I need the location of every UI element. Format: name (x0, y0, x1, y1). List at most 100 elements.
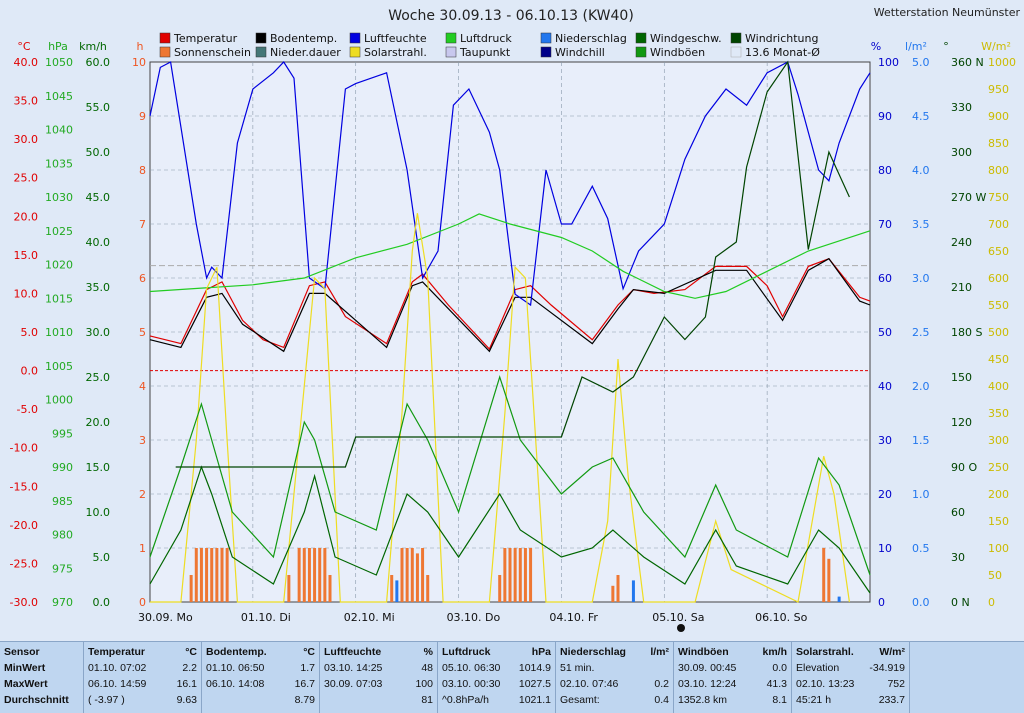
stats-value: 41.3 (766, 678, 787, 690)
axis-unit-label: h (137, 40, 144, 53)
axis-tick-label: 3.5 (912, 218, 930, 231)
stats-when: 01.10. 07:02 (88, 662, 147, 674)
axis-tick-label: 985 (52, 495, 73, 508)
sunshine-bar (616, 575, 620, 602)
precipitation-bar (837, 596, 841, 602)
axis-tick-label: 200 (988, 488, 1009, 501)
legend-swatch (445, 32, 457, 44)
axis-tick-label: 20.0 (86, 416, 111, 429)
day-label: 03.10. Do (447, 611, 501, 624)
stats-value: 0.4 (654, 694, 669, 706)
axis-tick-label: 300 (988, 434, 1009, 447)
sunshine-bar (822, 548, 826, 602)
stats-row: 06.10. 14:59 16.1 (88, 676, 197, 692)
axis-unit-label: W/m² (981, 40, 1011, 53)
stats-column-header: Temperatur °C (88, 644, 197, 660)
axis-tick-label: 10.0 (86, 506, 111, 519)
axis-tick-label: 650 (988, 245, 1009, 258)
axis-tick-label: 5 (139, 326, 146, 339)
stats-when: 02.10. 07:46 (560, 678, 619, 690)
axis-tick-label: 0.0 (912, 596, 930, 609)
legend-label: Windgeschw. (650, 32, 722, 45)
stats-unit: °C (185, 646, 197, 658)
stats-sensor-name: Temperatur (88, 646, 145, 658)
axis-tick-label: 1000 (45, 394, 73, 407)
legend-swatch (349, 46, 361, 58)
axis-tick-label: 25.0 (14, 172, 39, 185)
stats-when: 03.10. 14:25 (324, 662, 383, 674)
axis-tick-label: 150 (951, 371, 972, 384)
axis-tick-label: 350 (988, 407, 1009, 420)
legend-label: Windrichtung (745, 32, 818, 45)
axes: 40.035.030.025.020.015.010.05.00.0-5.0-1… (10, 40, 1016, 624)
stats-when: Gesamt: (560, 694, 600, 706)
axis-tick-label: 0.0 (93, 596, 111, 609)
axis-tick-label: 55.0 (86, 101, 111, 114)
stats-column: Bodentemp. °C 01.10. 06:50 1.7 06.10. 14:08 1… (202, 642, 320, 713)
sunshine-bar (225, 548, 229, 602)
legend-label: Windböen (650, 46, 705, 59)
axis-tick-label: 550 (988, 299, 1009, 312)
axis-tick-label: 30.0 (86, 326, 111, 339)
stats-column: Temperatur °C 01.10. 07:02 2.2 06.10. 14:59 1… (84, 642, 202, 713)
sunshine-bar (205, 548, 209, 602)
axis-tick-label: 240 (951, 236, 972, 249)
stats-value: 1.7 (300, 662, 315, 674)
stats-when: ( -3.97 ) (88, 694, 125, 706)
series-windgeschw- (149, 465, 871, 594)
legend-swatch (540, 46, 552, 58)
stats-column: Niederschlag l/m² 51 min. 02.10. 07:46 0.2 Ge… (556, 642, 674, 713)
axis-tick-label: -15.0 (10, 480, 38, 493)
sunshine-bar (523, 548, 527, 602)
legend-swatch (159, 32, 171, 44)
axis-tick-label: 400 (988, 380, 1009, 393)
axis-tick-label: 5.0 (912, 56, 930, 69)
axis-tick-label: 9 (139, 110, 146, 123)
stats-sensor-name: Windböen (678, 646, 729, 658)
sunshine-bar (827, 558, 831, 602)
stats-value: 752 (887, 678, 905, 690)
stats-column-header: Niederschlag l/m² (560, 644, 669, 660)
sunshine-bar (415, 553, 419, 602)
axis-tick-label: 1040 (45, 124, 73, 137)
axis-tick-label: -10.0 (10, 442, 38, 455)
series-luftfeuchte (149, 61, 871, 307)
legend-label: 13.6 Monat-Ø (745, 46, 820, 59)
stats-when: 1352.8 km (678, 694, 728, 706)
axis-tick-label: 20.0 (14, 210, 39, 223)
stats-value: -34.919 (869, 662, 905, 674)
day-label: 30.09. Mo (138, 611, 193, 624)
stats-when: 06.10. 14:08 (206, 678, 265, 690)
axis-tick-label: 210 (951, 281, 972, 294)
stats-unit: % (423, 646, 433, 658)
stats-row: 81 (324, 692, 433, 708)
sunshine-bar (503, 548, 507, 602)
stats-value: 9.63 (176, 694, 197, 706)
sunshine-bar (508, 548, 512, 602)
day-label: 06.10. So (755, 611, 807, 624)
stats-row: 03.10. 14:25 48 (324, 660, 433, 676)
axis-unit-label: l/m² (905, 40, 927, 53)
stats-when: 30.09. 00:45 (678, 662, 737, 674)
legend-label: Nieder.dauer (270, 46, 341, 59)
axis-tick-label: 30 (878, 434, 892, 447)
axis-tick-label: 1025 (45, 225, 73, 238)
axis-tick-label: 300 (951, 146, 972, 159)
series-lines (149, 60, 871, 603)
sunshine-bar (318, 548, 322, 602)
sunshine-bar (421, 548, 425, 602)
axis-tick-label: 0 (878, 596, 885, 609)
axis-tick-label: 0.0 (21, 365, 39, 378)
sunshine-bar (513, 548, 517, 602)
sunshine-bar (220, 548, 224, 602)
precipitation-bar (631, 580, 635, 602)
stats-value: 81 (421, 694, 433, 706)
chart-title: Woche 30.09.13 - 06.10.13 (KW40) (388, 8, 634, 24)
axis-tick-label: 4.0 (912, 164, 930, 177)
axis-tick-label: 50 (988, 569, 1002, 582)
legend-label: Temperatur (173, 32, 238, 45)
axis-tick-label: 850 (988, 137, 1009, 150)
stats-row: 45:21 h 233.7 (796, 692, 905, 708)
stats-when: 05.10. 06:30 (442, 662, 501, 674)
stats-row: 01.10. 07:02 2.2 (88, 660, 197, 676)
